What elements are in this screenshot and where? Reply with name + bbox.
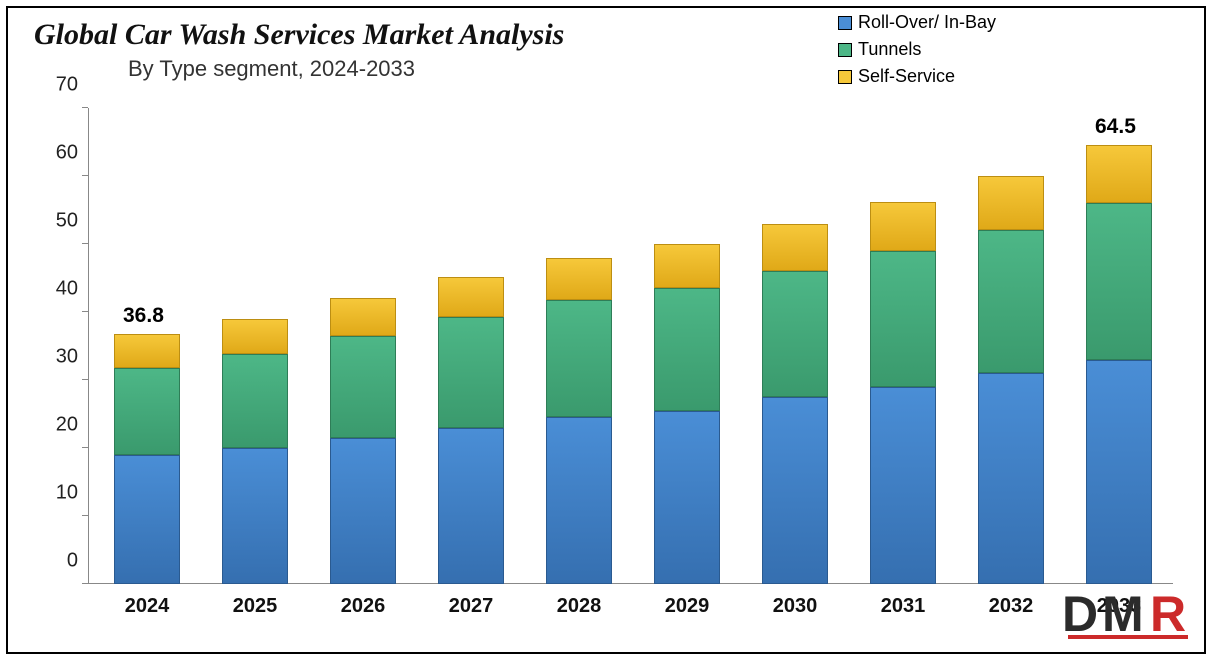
bar-segment <box>330 438 396 584</box>
logo-letter-r: R <box>1150 587 1186 642</box>
x-category-label: 2024 <box>97 595 197 618</box>
bar-segment <box>870 251 936 387</box>
bar-segment <box>438 428 504 584</box>
y-tick <box>82 311 88 312</box>
y-tick-label: 40 <box>38 278 78 301</box>
y-tick-label: 60 <box>38 142 78 165</box>
chart-subtitle: By Type segment, 2024-2033 <box>128 56 415 82</box>
logo-letter-m: M <box>1102 587 1144 642</box>
bar-segment <box>222 319 288 354</box>
y-tick-label: 50 <box>38 210 78 233</box>
bar-value-label: 36.8 <box>123 304 164 328</box>
dmr-logo: D M R <box>1062 587 1192 648</box>
x-category-label: 2026 <box>313 595 413 618</box>
bar-segment <box>978 230 1044 373</box>
bar-segment <box>222 448 288 584</box>
y-tick-label: 30 <box>38 346 78 369</box>
y-tick <box>82 243 88 244</box>
bar-segment <box>114 334 180 368</box>
x-category-label: 2030 <box>745 595 845 618</box>
bar-segment <box>978 373 1044 584</box>
y-axis <box>88 108 89 584</box>
bar-segment <box>1086 360 1152 584</box>
y-tick <box>82 107 88 108</box>
chart-title: Global Car Wash Services Market Analysis <box>34 18 564 52</box>
bar-segment <box>222 354 288 448</box>
bar-segment <box>762 271 828 397</box>
legend-label: Tunnels <box>858 39 921 60</box>
bar-segment <box>546 258 612 301</box>
legend-swatch-icon <box>838 16 852 30</box>
bar-segment <box>546 417 612 584</box>
legend-label: Self-Service <box>858 66 955 87</box>
bar-segment <box>870 387 936 584</box>
bar-segment <box>978 176 1044 230</box>
legend-item: Tunnels <box>838 39 996 60</box>
plot-area: 010203040506070202436.820252026202720282… <box>88 108 1173 584</box>
bar-segment <box>1086 203 1152 359</box>
bar-segment <box>438 317 504 427</box>
bar-segment <box>330 336 396 438</box>
bar-segment <box>114 455 180 584</box>
y-tick <box>82 447 88 448</box>
bar-segment <box>114 368 180 455</box>
bar-segment <box>654 411 720 584</box>
legend-swatch-icon <box>838 70 852 84</box>
bar-segment <box>330 298 396 335</box>
legend-item: Self-Service <box>838 66 996 87</box>
x-category-label: 2029 <box>637 595 737 618</box>
bar-segment <box>438 277 504 318</box>
x-category-label: 2027 <box>421 595 521 618</box>
x-category-label: 2025 <box>205 595 305 618</box>
y-tick-label: 20 <box>38 414 78 437</box>
legend-item: Roll-Over/ In-Bay <box>838 12 996 33</box>
bar-segment <box>654 244 720 288</box>
bar-segment <box>546 300 612 417</box>
bar-segment <box>654 288 720 410</box>
y-tick-label: 70 <box>38 74 78 97</box>
y-tick-label: 10 <box>38 482 78 505</box>
bar-segment <box>762 224 828 272</box>
x-category-label: 2032 <box>961 595 1061 618</box>
y-tick <box>82 175 88 176</box>
y-tick <box>82 515 88 516</box>
y-tick-label: 0 <box>38 550 78 573</box>
bar-value-label: 64.5 <box>1095 115 1136 139</box>
bar-segment <box>870 202 936 251</box>
bar-segment <box>1086 145 1152 203</box>
x-category-label: 2028 <box>529 595 629 618</box>
y-tick <box>82 583 88 584</box>
legend: Roll-Over/ In-Bay Tunnels Self-Service <box>838 12 996 93</box>
legend-label: Roll-Over/ In-Bay <box>858 12 996 33</box>
chart-frame: Global Car Wash Services Market Analysis… <box>6 6 1206 654</box>
x-category-label: 2031 <box>853 595 953 618</box>
logo-letter-d: D <box>1062 587 1098 642</box>
y-tick <box>82 379 88 380</box>
legend-swatch-icon <box>838 43 852 57</box>
bar-segment <box>762 397 828 584</box>
